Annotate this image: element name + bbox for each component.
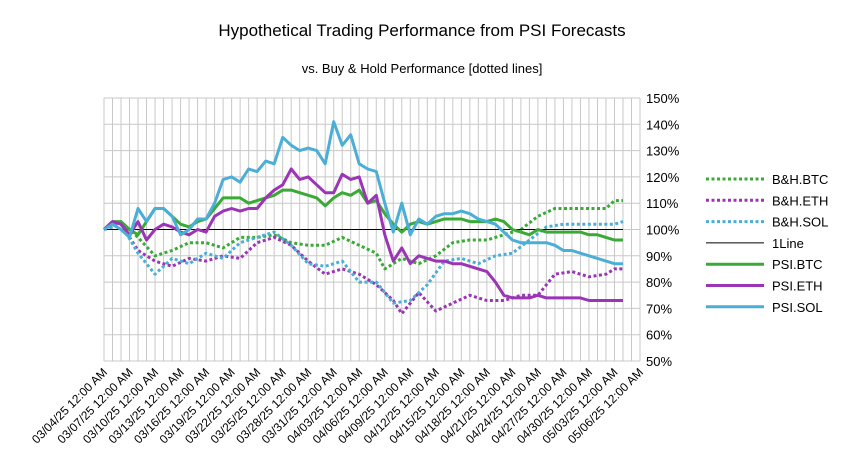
y-axis: 50% 60% 70% 80% 90% 100% 110% 120% 130% 140% 150% <box>646 91 680 369</box>
series-line-b-h-eth <box>103 222 623 316</box>
legend-label: PSI.BTC <box>772 257 823 272</box>
y-tick-label: 50% <box>646 354 672 369</box>
y-tick-label: 130% <box>646 144 680 159</box>
y-tick-label: 70% <box>646 301 672 316</box>
chart-title: Hypothetical Trading Performance from PS… <box>218 21 625 40</box>
series-line-psi-eth <box>102 167 623 302</box>
legend-label: B&H.BTC <box>772 172 828 187</box>
series-line-psi-sol <box>103 120 623 266</box>
y-tick-label: 110% <box>646 196 679 211</box>
series-line-b-h-sol <box>103 220 624 305</box>
y-tick-label: 100% <box>646 223 680 238</box>
y-tick-label: 150% <box>646 91 680 106</box>
y-tick-label: 120% <box>646 170 680 185</box>
legend-label: PSI.ETH <box>772 279 823 294</box>
legend-label: B&H.ETH <box>772 193 828 208</box>
y-tick-label: 80% <box>646 275 672 290</box>
y-tick-label: 90% <box>646 249 672 264</box>
legend-label: PSI.SOL <box>772 300 823 315</box>
legend-label: 1Line <box>772 236 804 251</box>
legend-label: B&H.SOL <box>772 215 828 230</box>
series-line-b-h-btc <box>103 199 623 271</box>
legend: B&H.BTC B&H.ETH B&H.SOL 1Line PSI.BTC PSI.ETH… <box>706 172 828 315</box>
y-tick-label: 60% <box>646 328 672 343</box>
series-layer <box>102 120 624 316</box>
y-tick-label: 140% <box>646 117 680 132</box>
chart-subtitle: vs. Buy & Hold Performance [dotted lines… <box>302 61 543 76</box>
